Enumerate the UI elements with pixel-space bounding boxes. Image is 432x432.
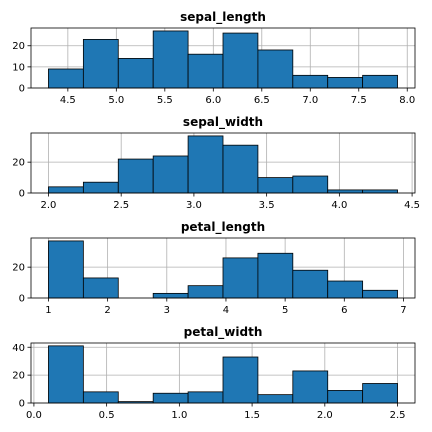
y-tick-label: 20 <box>12 371 25 382</box>
x-tick-label: 1.0 <box>171 410 187 421</box>
x-tick-label: 7.5 <box>351 95 367 106</box>
y-tick-label: 20 <box>12 263 25 274</box>
histogram-bar <box>82 181 119 194</box>
x-tick-label: 3 <box>164 305 170 316</box>
subplot-sepal_width: 2.0 2.5 3.0 3.5 4.0 4.5 0 20 sepal_width <box>12 115 420 211</box>
histogram-bar <box>48 345 84 404</box>
x-tick-label: 5.0 <box>108 95 124 106</box>
histogram-bar <box>257 49 294 89</box>
subplot-petal_length: 1 2 3 4 5 6 7 0 20 petal_length <box>12 220 416 316</box>
y-tick-label: 40 <box>12 343 25 354</box>
axes-frame <box>30 342 416 404</box>
x-tick-label: 3.0 <box>186 200 202 211</box>
histogram-bar <box>257 177 294 194</box>
histogram-bar <box>257 252 294 299</box>
y-tick-label: 0 <box>19 399 25 410</box>
histogram-bar <box>222 144 259 194</box>
y-tick-label: 20 <box>12 158 25 169</box>
histogram-bar <box>292 269 329 299</box>
histogram-bar <box>327 390 364 404</box>
x-tick-label: 1 <box>45 305 51 316</box>
axes-frame <box>30 27 416 89</box>
histogram-bar <box>152 30 189 89</box>
axes-frame <box>30 132 416 194</box>
x-tick-label: 2.0 <box>317 410 333 421</box>
x-tick-label: 6.0 <box>205 95 221 106</box>
y-tick-label: 0 <box>19 294 25 305</box>
x-tick-label: 5.5 <box>157 95 173 106</box>
histogram-bar <box>292 74 329 89</box>
histogram-bar <box>222 32 259 89</box>
histogram-bar <box>362 289 398 299</box>
histogram-bar <box>187 53 224 89</box>
histogram-bar <box>222 356 259 404</box>
histogram-bar <box>222 257 259 299</box>
histogram-bar <box>292 175 329 194</box>
subplot-petal_width: 0.0 0.5 1.0 1.5 2.0 2.5 0 20 40 petal_width <box>12 325 416 421</box>
histogram-bar <box>82 39 119 89</box>
histogram-bar <box>152 292 189 299</box>
histogram-bar <box>187 285 224 299</box>
subplot-title: petal_width <box>184 325 263 340</box>
histogram-bar <box>362 383 398 404</box>
histogram-bar <box>327 77 364 89</box>
histogram-bar <box>48 68 84 89</box>
y-tick-label: 10 <box>12 62 25 73</box>
histogram-bar <box>257 394 294 404</box>
histogram-bar <box>152 392 189 404</box>
x-tick-label: 4.5 <box>60 95 76 106</box>
histogram-bar <box>48 240 84 299</box>
x-tick-label: 1.5 <box>244 410 260 421</box>
x-tick-label: 2.0 <box>41 200 57 211</box>
x-tick-label: 2.5 <box>390 410 406 421</box>
x-tick-label: 7.0 <box>302 95 318 106</box>
x-tick-label: 8.0 <box>399 95 415 106</box>
histogram-bar <box>187 135 224 194</box>
histogram-bar <box>82 391 119 404</box>
histogram-bar <box>362 74 398 89</box>
y-tick-label: 0 <box>19 84 25 95</box>
x-tick-label: 4.0 <box>331 200 347 211</box>
histogram-bar <box>327 189 364 194</box>
subplot-title: sepal_length <box>180 10 266 25</box>
histogram-bar <box>48 186 84 194</box>
x-tick-label: 6 <box>341 305 347 316</box>
x-tick-label: 4.5 <box>404 200 420 211</box>
histogram-bar <box>362 189 398 194</box>
y-tick-label: 0 <box>19 189 25 200</box>
x-tick-label: 4 <box>223 305 229 316</box>
x-tick-label: 0.5 <box>99 410 115 421</box>
histogram-bar <box>117 58 154 89</box>
x-tick-label: 7 <box>400 305 406 316</box>
x-tick-label: 3.5 <box>259 200 275 211</box>
x-tick-label: 2.5 <box>113 200 129 211</box>
subplot-sepal_length: 4.5 5.0 5.5 6.0 6.5 7.0 7.5 8.0 0 10 20 sepal_lengt… <box>12 10 416 106</box>
histogram-bar <box>117 158 154 194</box>
x-tick-label: 2 <box>104 305 110 316</box>
y-tick-label: 20 <box>12 41 25 52</box>
histogram-bar <box>187 391 224 404</box>
axes-frame <box>30 237 416 299</box>
histogram-bar <box>82 277 119 299</box>
histogram-bar <box>327 280 364 299</box>
subplot-title: petal_length <box>181 220 265 235</box>
x-tick-label: 0.0 <box>26 410 42 421</box>
subplot-title: sepal_width <box>183 115 263 130</box>
histogram-bar <box>152 155 189 194</box>
histogram-bar <box>292 370 329 404</box>
x-tick-label: 6.5 <box>254 95 270 106</box>
x-tick-label: 5 <box>282 305 288 316</box>
